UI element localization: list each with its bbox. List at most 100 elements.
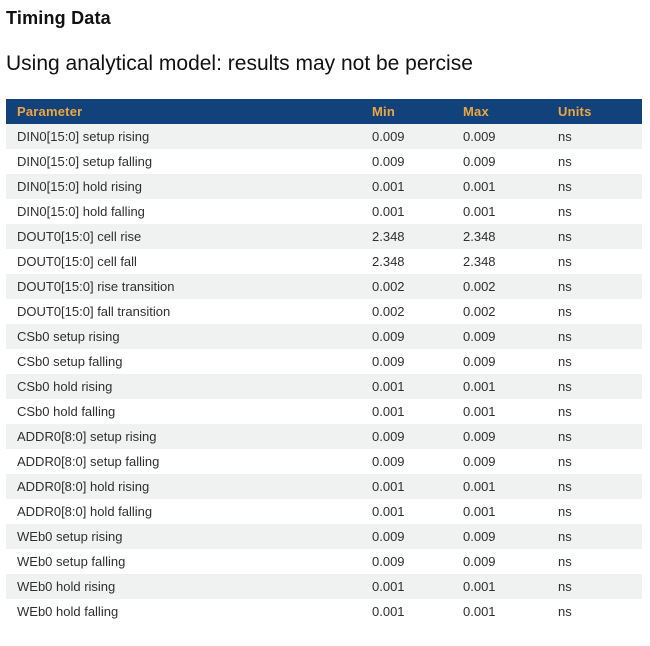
cell-max: 0.009	[463, 554, 496, 569]
cell-min: 0.009	[372, 529, 405, 544]
cell-units: ns	[558, 404, 572, 419]
table-row: WEb0 setup rising 0.009 0.009 ns	[6, 524, 642, 549]
cell-parameter: DIN0[15:0] setup falling	[17, 154, 153, 169]
cell-units: ns	[558, 354, 572, 369]
cell-parameter: CSb0 setup rising	[17, 329, 120, 344]
cell-max: 0.009	[463, 354, 496, 369]
cell-min: 0.001	[372, 479, 405, 494]
cell-min: 0.009	[372, 154, 405, 169]
cell-parameter: DIN0[15:0] setup rising	[17, 129, 150, 144]
cell-min: 0.001	[372, 604, 405, 619]
cell-parameter: CSb0 hold falling	[17, 404, 116, 419]
table-row: ADDR0[8:0] hold falling 0.001 0.001 ns	[6, 499, 642, 524]
cell-max: 0.009	[463, 329, 496, 344]
cell-max: 0.009	[463, 154, 496, 169]
cell-units: ns	[558, 229, 572, 244]
cell-min: 0.009	[372, 429, 405, 444]
cell-max: 2.348	[463, 254, 496, 269]
table-row: DIN0[15:0] hold rising 0.001 0.001 ns	[6, 174, 642, 199]
column-header-min: Min	[372, 99, 463, 124]
table-header-row: Parameter Min Max Units	[6, 99, 642, 124]
cell-max: 0.001	[463, 404, 496, 419]
cell-min: 0.002	[372, 279, 405, 294]
table-row: DOUT0[15:0] rise transition 0.002 0.002 …	[6, 274, 642, 299]
cell-min: 0.009	[372, 329, 405, 344]
page-title: Timing Data	[6, 8, 111, 28]
cell-units: ns	[558, 529, 572, 544]
cell-max: 0.001	[463, 204, 496, 219]
cell-max: 0.009	[463, 529, 496, 544]
cell-parameter: WEb0 setup falling	[17, 554, 126, 569]
cell-max: 0.009	[463, 429, 496, 444]
cell-min: 0.002	[372, 304, 405, 319]
cell-max: 0.009	[463, 454, 496, 469]
cell-parameter: ADDR0[8:0] hold falling	[17, 504, 153, 519]
table-row: WEb0 setup falling 0.009 0.009 ns	[6, 549, 642, 574]
table-row: CSb0 setup rising 0.009 0.009 ns	[6, 324, 642, 349]
cell-max: 0.001	[463, 604, 496, 619]
cell-units: ns	[558, 554, 572, 569]
column-header-units: Units	[558, 99, 642, 124]
cell-units: ns	[558, 579, 572, 594]
cell-min: 0.009	[372, 129, 405, 144]
cell-max: 0.001	[463, 579, 496, 594]
cell-units: ns	[558, 129, 572, 144]
table-row: DIN0[15:0] hold falling 0.001 0.001 ns	[6, 199, 642, 224]
cell-min: 0.009	[372, 554, 405, 569]
table-row: DIN0[15:0] setup falling 0.009 0.009 ns	[6, 149, 642, 174]
column-header-max: Max	[463, 99, 558, 124]
page-subtitle: Using analytical model: results may not …	[6, 52, 473, 75]
cell-min: 2.348	[372, 229, 405, 244]
cell-max: 0.002	[463, 304, 496, 319]
cell-max: 0.001	[463, 479, 496, 494]
table-row: ADDR0[8:0] setup falling 0.009 0.009 ns	[6, 449, 642, 474]
table-row: CSb0 hold falling 0.001 0.001 ns	[6, 399, 642, 424]
cell-units: ns	[558, 454, 572, 469]
timing-data-table: Parameter Min Max Units DIN0[15:0] setup…	[6, 99, 642, 624]
table-row: DIN0[15:0] setup rising 0.009 0.009 ns	[6, 124, 642, 149]
cell-units: ns	[558, 304, 572, 319]
cell-max: 2.348	[463, 229, 496, 244]
table-row: WEb0 hold rising 0.001 0.001 ns	[6, 574, 642, 599]
cell-parameter: CSb0 setup falling	[17, 354, 123, 369]
cell-parameter: DOUT0[15:0] fall transition	[17, 304, 171, 319]
cell-max: 0.001	[463, 179, 496, 194]
cell-parameter: DOUT0[15:0] rise transition	[17, 279, 175, 294]
cell-units: ns	[558, 154, 572, 169]
cell-min: 0.001	[372, 179, 405, 194]
cell-parameter: DIN0[15:0] hold rising	[17, 179, 143, 194]
cell-units: ns	[558, 179, 572, 194]
cell-max: 0.002	[463, 279, 496, 294]
cell-units: ns	[558, 429, 572, 444]
cell-parameter: DOUT0[15:0] cell rise	[17, 229, 142, 244]
cell-min: 2.348	[372, 254, 405, 269]
cell-parameter: ADDR0[8:0] setup rising	[17, 429, 157, 444]
cell-units: ns	[558, 379, 572, 394]
cell-min: 0.001	[372, 504, 405, 519]
cell-min: 0.009	[372, 354, 405, 369]
table-row: ADDR0[8:0] hold rising 0.001 0.001 ns	[6, 474, 642, 499]
table-row: ADDR0[8:0] setup rising 0.009 0.009 ns	[6, 424, 642, 449]
cell-parameter: ADDR0[8:0] setup falling	[17, 454, 160, 469]
cell-units: ns	[558, 254, 572, 269]
cell-max: 0.009	[463, 129, 496, 144]
cell-parameter: DIN0[15:0] hold falling	[17, 204, 145, 219]
cell-units: ns	[558, 329, 572, 344]
cell-parameter: WEb0 hold falling	[17, 604, 119, 619]
cell-units: ns	[558, 504, 572, 519]
cell-max: 0.001	[463, 504, 496, 519]
cell-min: 0.001	[372, 579, 405, 594]
cell-parameter: WEb0 hold rising	[17, 579, 116, 594]
cell-min: 0.001	[372, 379, 405, 394]
table-row: CSb0 hold rising 0.001 0.001 ns	[6, 374, 642, 399]
cell-units: ns	[558, 479, 572, 494]
table-row: CSb0 setup falling 0.009 0.009 ns	[6, 349, 642, 374]
column-header-parameter: Parameter	[6, 99, 372, 124]
table-row: DOUT0[15:0] cell rise 2.348 2.348 ns	[6, 224, 642, 249]
cell-min: 0.001	[372, 404, 405, 419]
cell-parameter: ADDR0[8:0] hold rising	[17, 479, 150, 494]
cell-parameter: CSb0 hold rising	[17, 379, 113, 394]
cell-units: ns	[558, 279, 572, 294]
table-row: DOUT0[15:0] fall transition 0.002 0.002 …	[6, 299, 642, 324]
